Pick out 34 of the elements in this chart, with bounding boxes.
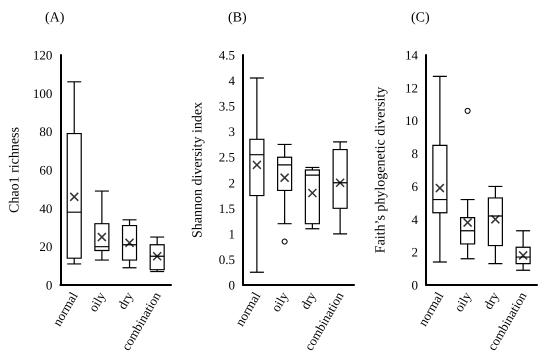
y-tick-label: 100	[32, 86, 52, 101]
y-tick-label: 2.5	[218, 150, 235, 165]
x-tick-label: oily	[451, 288, 474, 314]
y-tick-label: 10	[405, 113, 418, 128]
y-tick-label: 4.5	[218, 48, 235, 62]
y-tick-label: 0	[412, 278, 418, 292]
y-tick-label: 3.5	[218, 98, 235, 114]
y-tick-label: 0.5	[218, 252, 235, 267]
y-tick-label: 4	[228, 73, 236, 88]
y-tick-label: 20	[39, 239, 52, 254]
y-tick-label: 8	[412, 146, 418, 162]
y-tick-label: 80	[39, 124, 52, 140]
y-tick-label: 2	[228, 175, 235, 190]
y-tick-label: 1.5	[218, 200, 235, 216]
x-tick-label: oily	[268, 288, 292, 314]
y-tick-label: 2	[412, 244, 418, 260]
y-tick-label: 4	[412, 212, 418, 227]
chart-title: (C)	[411, 10, 430, 26]
y-tick-label: 6	[412, 178, 418, 194]
y-tick-label: 3	[228, 124, 235, 140]
y-tick-label: 1	[228, 226, 235, 242]
y-tick-label: 0	[46, 278, 52, 292]
chart-title: (A)	[45, 10, 65, 26]
y-axis-title: Faith’s phylogenetic diversity	[374, 86, 388, 254]
y-tick-label: 14	[405, 48, 418, 62]
y-axis-title: Shannon diversity index	[190, 102, 206, 238]
y-tick-label: 40	[39, 200, 52, 216]
x-tick-label: oily	[85, 288, 109, 314]
y-tick-label: 0	[228, 278, 235, 292]
y-axis-title: Chao1 richness	[8, 127, 22, 213]
y-tick-label: 120	[32, 48, 52, 62]
y-tick-label: 12	[405, 80, 418, 96]
y-tick-label: 60	[39, 162, 52, 178]
chart-title: (B)	[228, 10, 247, 26]
